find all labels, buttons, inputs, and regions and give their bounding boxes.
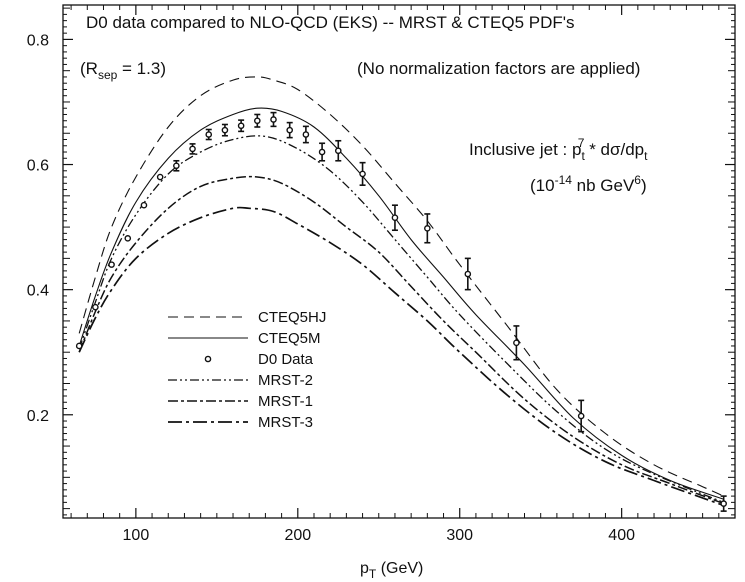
- data-point: [464, 270, 472, 278]
- curve-mrst-1: [78, 175, 724, 505]
- legend-label: CTEQ5M: [258, 330, 321, 347]
- legend-label: D0 Data: [258, 351, 314, 368]
- data-point: [124, 235, 132, 242]
- data-point: [302, 131, 310, 138]
- x-tick-label: 400: [608, 527, 635, 544]
- legend-label: CTEQ5HJ: [258, 309, 326, 326]
- legend-label: MRST-3: [258, 414, 313, 431]
- data-point: [513, 339, 520, 347]
- data-point: [391, 214, 399, 222]
- legend-marker-d0-data: [204, 355, 212, 363]
- theory-curves: [78, 76, 724, 507]
- y-tick-label: 0.6: [27, 158, 49, 175]
- data-point: [286, 126, 293, 134]
- data-point: [189, 145, 196, 153]
- rsep-annotation: (Rsep = 1.3): [80, 59, 166, 82]
- x-axis-title: pT (GeV): [360, 560, 423, 581]
- data-point: [237, 122, 245, 130]
- x-tick-label: 200: [284, 527, 311, 544]
- x-tick-label: 300: [446, 527, 473, 544]
- d0-data-points: [75, 111, 727, 512]
- legend: CTEQ5HJ CTEQ5M D0 Data MRST-2 MRST-1 MRST-3: [168, 309, 326, 431]
- y-tick-label: 0.8: [27, 32, 49, 49]
- data-point: [156, 173, 164, 181]
- data-point: [577, 412, 585, 420]
- data-point: [318, 148, 326, 156]
- data-point: [270, 116, 277, 123]
- curve-mrst-3: [78, 206, 724, 507]
- x-tick-label: 100: [123, 527, 150, 544]
- data-point: [205, 131, 213, 138]
- chart-title: D0 data compared to NLO-QCD (EKS) -- MRS…: [86, 13, 575, 32]
- data-point: [108, 261, 115, 268]
- plot-frame: [62, 4, 736, 519]
- data-point: [334, 147, 342, 155]
- normalization-annotation: (No normalization factors are applied): [357, 59, 640, 78]
- data-point: [173, 162, 180, 170]
- curve-mrst-2: [78, 135, 724, 504]
- y-tick-label: 0.2: [27, 408, 49, 425]
- data-point: [221, 126, 229, 134]
- data-point: [720, 500, 727, 507]
- data-point: [424, 225, 431, 232]
- axis-ticks: 100 200 300 400 0.2 0.4 0.6 0.8: [27, 5, 736, 544]
- y-tick-label: 0.4: [27, 283, 49, 300]
- quantity-annotation: Inclusive jet : pt7 * dσ/dpt: [469, 136, 648, 163]
- units-annotation: (10-14 nb GeV6): [530, 173, 647, 195]
- data-point: [140, 201, 148, 209]
- data-point: [92, 303, 99, 311]
- curve-cteq5hj: [78, 76, 724, 497]
- data-point: [359, 170, 366, 178]
- data-point: [254, 117, 261, 125]
- data-point: [75, 342, 83, 350]
- legend-label: MRST-1: [258, 393, 313, 410]
- legend-label: MRST-2: [258, 372, 313, 389]
- curve-cteq5m: [78, 107, 724, 500]
